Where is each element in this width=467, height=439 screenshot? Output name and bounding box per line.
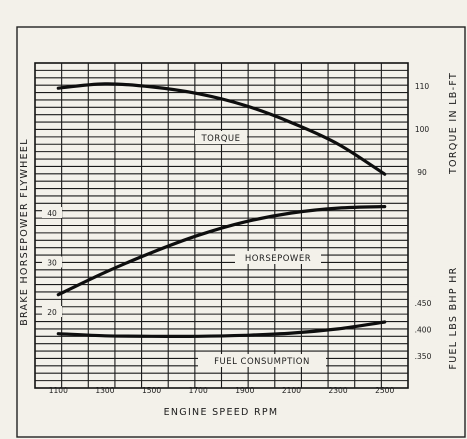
x-tick-label: 1900 bbox=[235, 386, 254, 395]
torque-label-bg bbox=[195, 131, 247, 144]
hp-tick-label: 30 bbox=[47, 259, 57, 268]
fuel-tick-bg bbox=[410, 296, 436, 308]
fuel-consumption-label: FUEL CONSUMPTION bbox=[214, 357, 310, 367]
x-tick-label: 2300 bbox=[329, 386, 348, 395]
hp-tick-bg bbox=[42, 207, 62, 218]
torque-label: TORQUE bbox=[200, 134, 240, 144]
outer-frame bbox=[16, 26, 466, 438]
hp-tick-bg bbox=[42, 306, 62, 317]
x-axis-title: ENGINE SPEED RPM bbox=[164, 407, 279, 418]
horsepower-label: HORSEPOWER bbox=[245, 254, 311, 264]
left-axis-title: BRAKE HORSEPOWER FLYWHEEL bbox=[19, 138, 30, 326]
x-tick-label: 2100 bbox=[282, 386, 301, 395]
torque-tick-bg bbox=[410, 80, 434, 91]
hp-tick-label: 40 bbox=[47, 209, 57, 218]
fuel-tick-label: .400 bbox=[415, 325, 432, 334]
torque-tick-bg bbox=[410, 166, 434, 177]
torque-tick-label: 110 bbox=[415, 82, 430, 91]
fuel-tick-label: .350 bbox=[415, 352, 432, 361]
torque-tick-label: 90 bbox=[417, 168, 427, 177]
torque-curve bbox=[56, 82, 387, 176]
horsepower-curve bbox=[56, 205, 387, 297]
x-tick-label: 2500 bbox=[375, 386, 394, 395]
fuel-tick-label: .450 bbox=[415, 299, 432, 308]
horsepower-label-bg bbox=[235, 251, 321, 264]
fuel-tick-bg bbox=[410, 350, 436, 361]
fuel-axis-title: FUEL LBS BHP HR bbox=[448, 266, 459, 369]
torque-tick-label: 100 bbox=[415, 125, 430, 134]
fuel-tick-bg bbox=[410, 323, 436, 335]
x-tick-label: 1500 bbox=[142, 386, 161, 395]
hp-tick-bg bbox=[42, 256, 62, 268]
x-tick-label: 1100 bbox=[49, 386, 68, 395]
fuel-consumption-label-bg bbox=[198, 354, 326, 367]
x-tick-label: 1700 bbox=[189, 386, 208, 395]
hp-tick-label: 20 bbox=[47, 308, 57, 317]
x-tick-label: 1300 bbox=[95, 386, 114, 395]
torque-tick-bg bbox=[410, 123, 434, 134]
fuel-consumption-curve bbox=[56, 320, 387, 339]
torque-axis-title: TORQUE IN LB-FT bbox=[448, 72, 459, 175]
